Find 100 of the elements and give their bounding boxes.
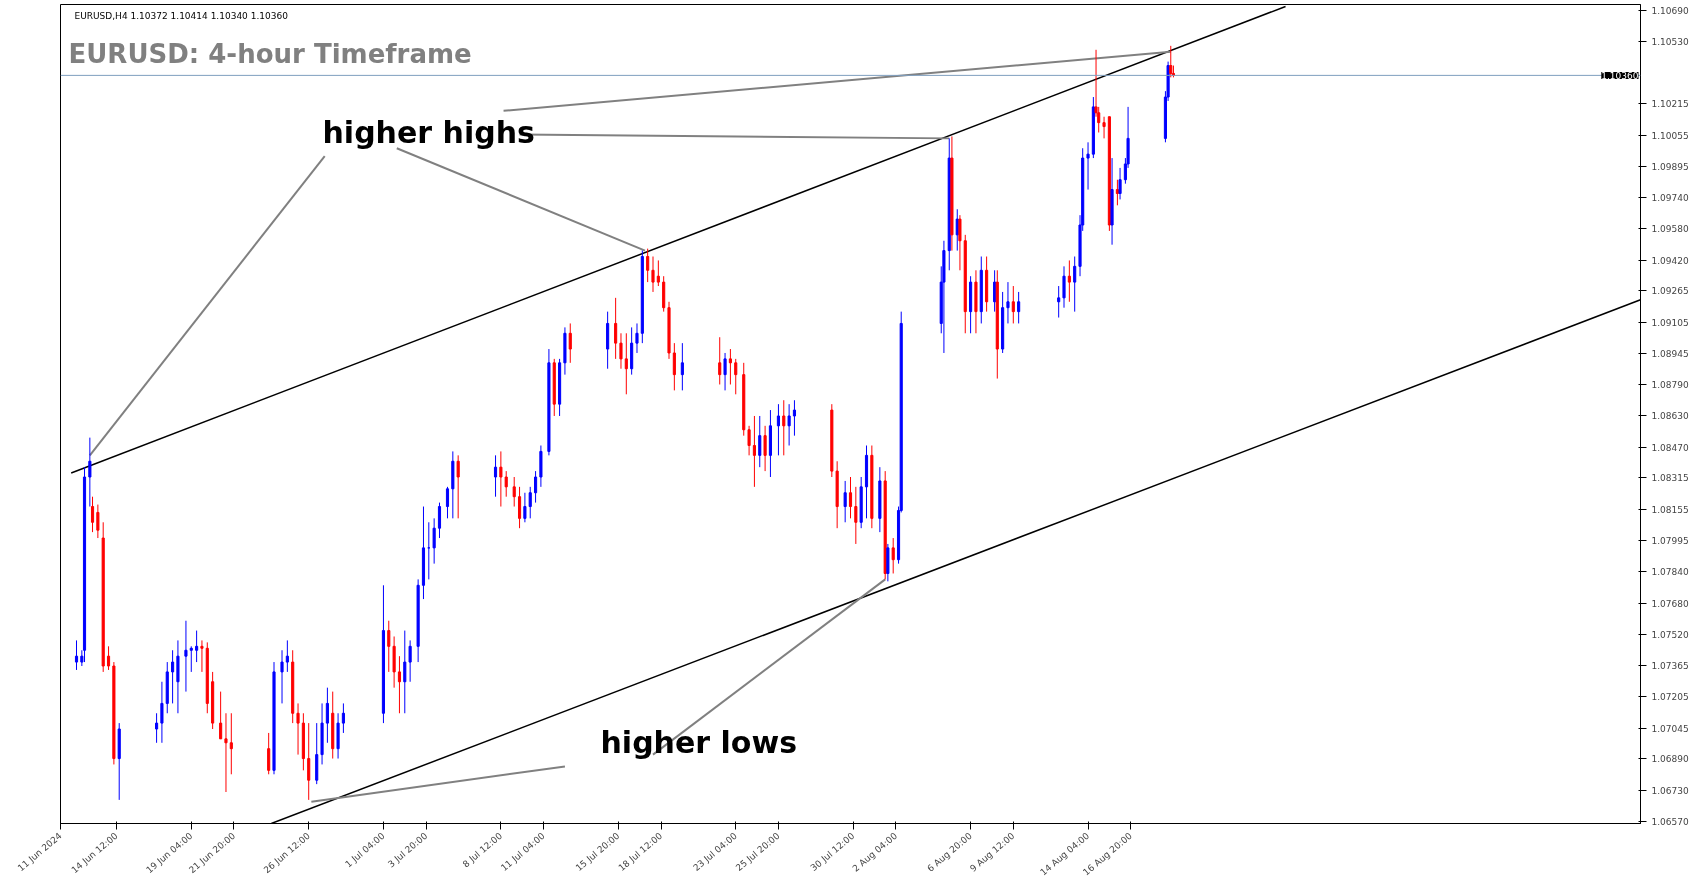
candlestick: [792, 399, 797, 437]
y-tick-label: 1.08790: [1651, 379, 1689, 390]
candlestick: [224, 712, 228, 793]
y-tick-label: 1.09740: [1651, 192, 1689, 203]
y-tick-label: 1.09265: [1651, 286, 1689, 297]
candlestick: [96, 504, 100, 539]
candlestick: [942, 240, 946, 354]
candlestick: [891, 537, 895, 574]
candlestick: [155, 712, 159, 744]
candlestick: [493, 454, 498, 498]
candlestick: [958, 214, 962, 271]
candlestick: [88, 437, 92, 508]
candlestick: [528, 486, 532, 519]
candlestick: [325, 687, 329, 744]
candlestick: [200, 639, 204, 673]
candlestick: [568, 322, 572, 364]
y-tick-label: 1.09420: [1651, 255, 1689, 266]
candlestick: [758, 415, 762, 468]
candlestick: [397, 655, 402, 714]
candlestick: [341, 702, 345, 734]
candlestick: [624, 332, 628, 395]
candlestick: [427, 521, 431, 580]
candlestick: [534, 470, 538, 504]
y-tick-label: 1.10690: [1651, 5, 1689, 16]
candlestick: [296, 702, 300, 756]
candlestick: [728, 348, 732, 385]
candlestick: [734, 358, 738, 395]
candlestick: [614, 297, 618, 360]
candlestick: [499, 450, 503, 508]
candlestick: [723, 352, 727, 391]
candlestick: [848, 476, 853, 519]
candlestick: [504, 470, 508, 498]
y-tick-label: 1.07840: [1651, 567, 1689, 577]
candlestick: [408, 639, 412, 683]
candlestick: [854, 486, 858, 545]
y-tick-label: 1.07365: [1651, 660, 1689, 671]
candlestick: [1118, 167, 1122, 200]
y-tick-label: 1.08630: [1651, 411, 1689, 422]
candlestick: [219, 691, 223, 740]
candlestick: [285, 639, 289, 673]
candlestick: [106, 645, 111, 671]
candlestick: [387, 620, 391, 673]
candlestick: [752, 415, 756, 488]
y-tick-label: 1.07995: [1651, 536, 1689, 547]
candlestick: [229, 712, 233, 775]
y-tick-label: 1.10055: [1651, 130, 1689, 141]
y-tick-label: 1.08155: [1651, 504, 1689, 515]
candlestick: [432, 517, 436, 565]
annotation: higher lows: [600, 724, 798, 760]
candlestick: [1073, 256, 1077, 313]
y-tick-label: 1.06570: [1651, 817, 1689, 828]
candlestick: [646, 248, 650, 283]
text: EURUSD: 4-hour Timeframe: [68, 38, 472, 69]
y-tick-label: 1.07205: [1651, 692, 1689, 703]
candlestick: [651, 256, 655, 293]
candlestick: [1006, 281, 1010, 324]
ref-line-label: 1.10360: [1601, 70, 1639, 81]
candlestick: [672, 342, 676, 391]
y-tick-label: 1.06730: [1651, 785, 1689, 796]
candlestick: [1086, 141, 1090, 191]
y-tick-label: 1.07680: [1651, 598, 1689, 609]
candlestick: [1067, 259, 1071, 303]
candlestick: [776, 403, 781, 456]
y-tick-label: 1.06890: [1651, 754, 1689, 765]
candlestick: [747, 425, 751, 456]
candlestick: [782, 399, 786, 456]
candlestick: [456, 454, 460, 519]
candlestick: [1017, 291, 1021, 324]
annotation: EURUSD,H4 1.10372 1.10414 1.10340 1.10360: [74, 10, 289, 21]
y-tick-label: 1.08315: [1651, 473, 1689, 484]
candlestick: [718, 336, 722, 385]
candlestick: [619, 332, 623, 370]
y-tick-label: 1.09580: [1651, 224, 1689, 235]
y-tick-label: 1.09105: [1651, 317, 1689, 328]
candlestick: [184, 620, 188, 693]
candlestick: [787, 403, 791, 446]
candlestick: [74, 639, 79, 671]
candlestick: [1011, 285, 1015, 324]
candlestick: [763, 425, 767, 472]
candlestick: [656, 259, 660, 287]
y-tick-label: 1.09895: [1651, 162, 1689, 173]
y-tick-label: 1.10215: [1651, 99, 1689, 110]
y-tick-label: 1.10530: [1651, 37, 1689, 48]
candlestick: [307, 722, 311, 801]
candlestick: [517, 486, 522, 529]
candlestick: [445, 486, 450, 519]
y-tick-label: 1.08470: [1651, 442, 1689, 453]
candlestick: [90, 496, 95, 533]
candlestick: [437, 502, 442, 539]
candlestick: [403, 630, 407, 714]
candlestick: [1057, 285, 1061, 319]
candlestick: [993, 269, 997, 313]
y-tick-label: 1.07520: [1651, 630, 1689, 640]
candlestick: [267, 732, 271, 775]
candlestick: [843, 480, 847, 523]
candlestick: [160, 681, 164, 744]
y-tick-label: 1.07045: [1651, 723, 1689, 734]
candlestick: [280, 649, 284, 704]
annotation: higher highs: [322, 114, 535, 150]
candlestick: [195, 630, 199, 663]
